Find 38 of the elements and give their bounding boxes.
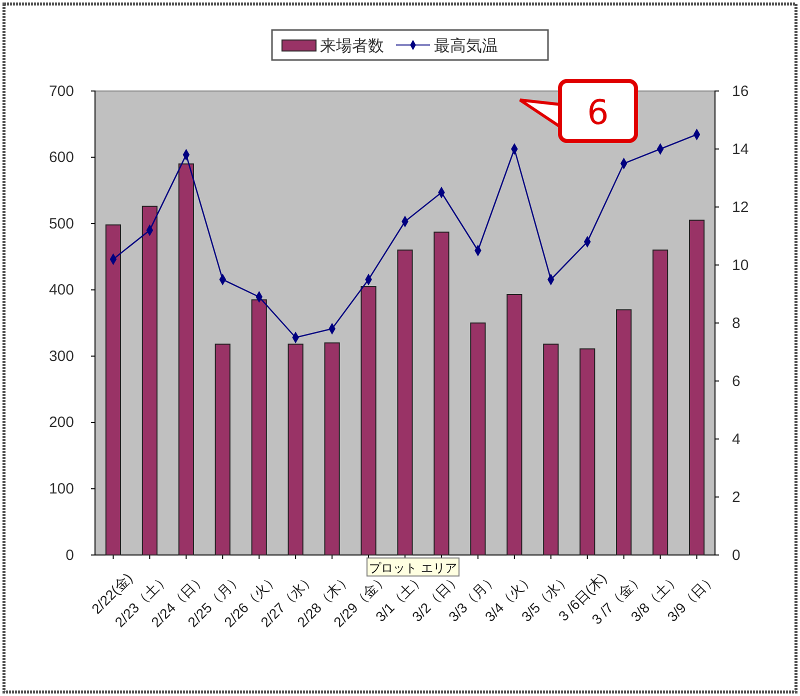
y2-tick-label: 8 [732, 314, 740, 332]
bar [397, 250, 413, 556]
bar [142, 206, 158, 556]
legend-label: 最高気温 [434, 36, 498, 55]
bar [324, 342, 340, 556]
bar [506, 294, 522, 556]
y2-tick-label: 14 [732, 140, 749, 158]
y2-tick-label: 6 [732, 372, 740, 390]
y-tick-label: 400 [48, 282, 74, 299]
bar [580, 348, 596, 556]
y-tick-label: 500 [48, 215, 74, 232]
bar [214, 344, 230, 556]
bar [688, 220, 705, 556]
annotation: 6 [587, 93, 609, 133]
y2-tick-label: 0 [732, 546, 740, 564]
bar [652, 250, 668, 556]
y-tick-label: 200 [48, 414, 74, 432]
y-tick-label: 600 [48, 149, 74, 166]
y-tick-label: 300 [48, 348, 74, 365]
y2-tick-label: 10 [732, 256, 749, 274]
bar [543, 344, 559, 556]
y-tick-label: 0 [66, 546, 74, 564]
bar [178, 163, 194, 556]
bar [105, 224, 122, 556]
y2-tick-label: 12 [732, 198, 749, 216]
y2-tick-label: 16 [732, 82, 749, 100]
y2-tick-label: 2 [732, 488, 740, 506]
bar [288, 344, 304, 556]
y-tick-label: 700 [48, 82, 74, 100]
legend-label: 来場者数 [320, 36, 384, 55]
bar [616, 309, 632, 556]
y2-tick-label: 4 [732, 430, 740, 448]
bar [251, 299, 267, 556]
bar [470, 322, 486, 556]
bar [434, 232, 450, 556]
text: プロット エリア [369, 561, 457, 575]
y-tick-label: 100 [48, 480, 74, 498]
bar [360, 286, 376, 556]
